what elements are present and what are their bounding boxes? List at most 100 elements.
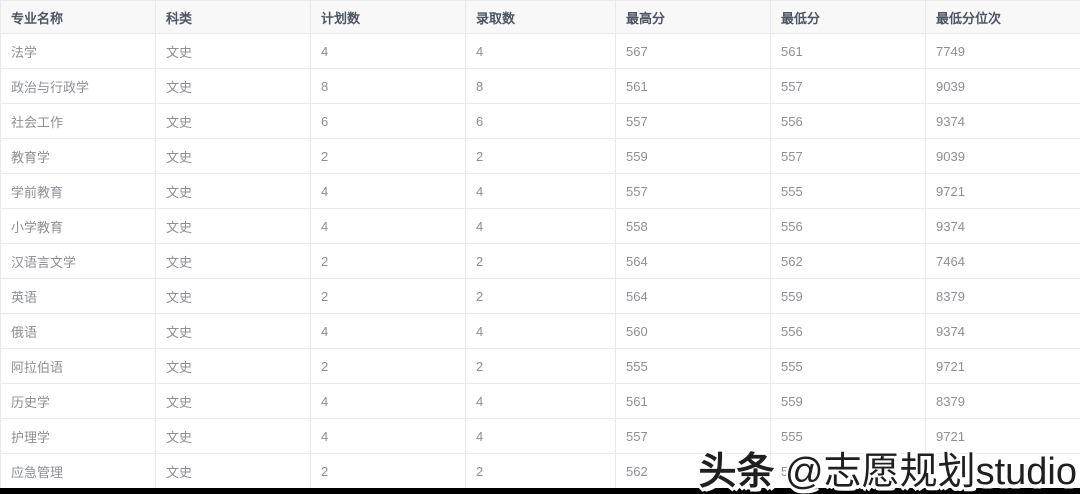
table-cell: 2 (310, 278, 466, 314)
table-cell: 8379 (925, 383, 1080, 419)
table-cell: 4 (310, 383, 466, 419)
table-row: 法学 文史 4 4 567 561 7749 (0, 33, 1080, 69)
table-cell: 2 (465, 348, 616, 384)
table-cell: 559 (615, 138, 771, 174)
table-row: 应急管理 文史 2 2 562 5 (0, 453, 1080, 489)
table-cell: 4 (310, 313, 466, 349)
table-cell: 4 (465, 313, 616, 349)
table-row: 学前教育 文史 4 4 557 555 9721 (0, 173, 1080, 209)
table-cell: 556 (770, 103, 926, 139)
table-cell: 文史 (155, 313, 311, 349)
table-cell: 561 (615, 383, 771, 419)
table-body: 法学 文史 4 4 567 561 7749 政治与行政学 文史 8 8 561 557 9039 社会工作… (0, 33, 1080, 489)
table-cell: 英语 (0, 278, 156, 314)
table-row: 政治与行政学 文史 8 8 561 557 9039 (0, 68, 1080, 104)
table-row: 阿拉伯语 文史 2 2 555 555 9721 (0, 348, 1080, 384)
table-cell: 文史 (155, 383, 311, 419)
table-cell: 6 (310, 103, 466, 139)
table-cell: 555 (615, 348, 771, 384)
table-cell: 4 (465, 418, 616, 454)
table-cell: 9374 (925, 208, 1080, 244)
table-cell: 2 (465, 278, 616, 314)
table-cell: 文史 (155, 278, 311, 314)
table-cell: 557 (615, 418, 771, 454)
table-cell: 文史 (155, 208, 311, 244)
table-cell: 7464 (925, 243, 1080, 279)
table-cell: 5 (770, 453, 926, 489)
table-cell: 9721 (925, 418, 1080, 454)
column-header: 最低分 (770, 0, 926, 34)
table-cell: 557 (615, 103, 771, 139)
table-cell: 4 (310, 33, 466, 69)
table-cell: 文史 (155, 33, 311, 69)
table-cell: 小学教育 (0, 208, 156, 244)
table-cell: 法学 (0, 33, 156, 69)
table-cell: 2 (465, 138, 616, 174)
table-cell: 561 (770, 33, 926, 69)
table-row: 历史学 文史 4 4 561 559 8379 (0, 383, 1080, 419)
table-cell: 2 (310, 138, 466, 174)
watermark-prefix: 头条 (698, 451, 775, 493)
table-cell: 社会工作 (0, 103, 156, 139)
table-row: 社会工作 文史 6 6 557 556 9374 (0, 103, 1080, 139)
table-cell: 文史 (155, 418, 311, 454)
table-row: 护理学 文史 4 4 557 555 9721 (0, 418, 1080, 454)
column-header: 最低分位次 (925, 0, 1080, 34)
table-cell: 557 (770, 68, 926, 104)
table-cell: 9374 (925, 103, 1080, 139)
table-cell: 2 (310, 348, 466, 384)
table-cell: 560 (615, 313, 771, 349)
table-cell: 2 (465, 243, 616, 279)
table-cell: 4 (465, 208, 616, 244)
table-cell: 俄语 (0, 313, 156, 349)
table-cell: 6 (465, 103, 616, 139)
table-cell: 文史 (155, 453, 311, 489)
table-cell: 562 (615, 453, 771, 489)
bottom-black-bar (0, 488, 1080, 494)
table-cell: 557 (615, 173, 771, 209)
table-cell: 文史 (155, 243, 311, 279)
table-cell: 4 (465, 33, 616, 69)
table-cell: 4 (310, 208, 466, 244)
table-cell: 2 (310, 243, 466, 279)
column-header: 计划数 (310, 0, 466, 34)
watermark-handle: @志愿规划studio (774, 451, 1077, 493)
header-row: 专业名称 科类 计划数 录取数 最高分 最低分 最低分位次 (0, 0, 1080, 34)
table-cell: 4 (465, 173, 616, 209)
table-cell: 汉语言文学 (0, 243, 156, 279)
table-cell: 阿拉伯语 (0, 348, 156, 384)
column-header: 最高分 (615, 0, 771, 34)
table-cell: 567 (615, 33, 771, 69)
table-cell: 558 (615, 208, 771, 244)
table-cell: 政治与行政学 (0, 68, 156, 104)
table-cell: 557 (770, 138, 926, 174)
table-cell: 555 (770, 173, 926, 209)
table-cell: 9039 (925, 68, 1080, 104)
table-cell: 学前教育 (0, 173, 156, 209)
column-header: 专业名称 (0, 0, 156, 34)
table-cell: 文史 (155, 138, 311, 174)
table-cell: 556 (770, 313, 926, 349)
table-cell (925, 453, 1080, 489)
table-row: 汉语言文学 文史 2 2 564 562 7464 (0, 243, 1080, 279)
table-cell: 2 (310, 453, 466, 489)
table-cell: 历史学 (0, 383, 156, 419)
table-cell: 8 (310, 68, 466, 104)
table-cell: 文史 (155, 68, 311, 104)
table-cell: 2 (465, 453, 616, 489)
table-cell: 4 (310, 418, 466, 454)
table-cell: 559 (770, 278, 926, 314)
table-cell: 4 (465, 383, 616, 419)
table-cell: 8 (465, 68, 616, 104)
table-row: 教育学 文史 2 2 559 557 9039 (0, 138, 1080, 174)
column-header: 录取数 (465, 0, 616, 34)
table-cell: 564 (615, 243, 771, 279)
table-cell: 护理学 (0, 418, 156, 454)
watermark: 头条 @志愿规划studio (698, 453, 1077, 491)
table-cell: 564 (615, 278, 771, 314)
table-cell: 562 (770, 243, 926, 279)
table-cell: 4 (310, 173, 466, 209)
table-cell: 9374 (925, 313, 1080, 349)
table-cell: 555 (770, 348, 926, 384)
